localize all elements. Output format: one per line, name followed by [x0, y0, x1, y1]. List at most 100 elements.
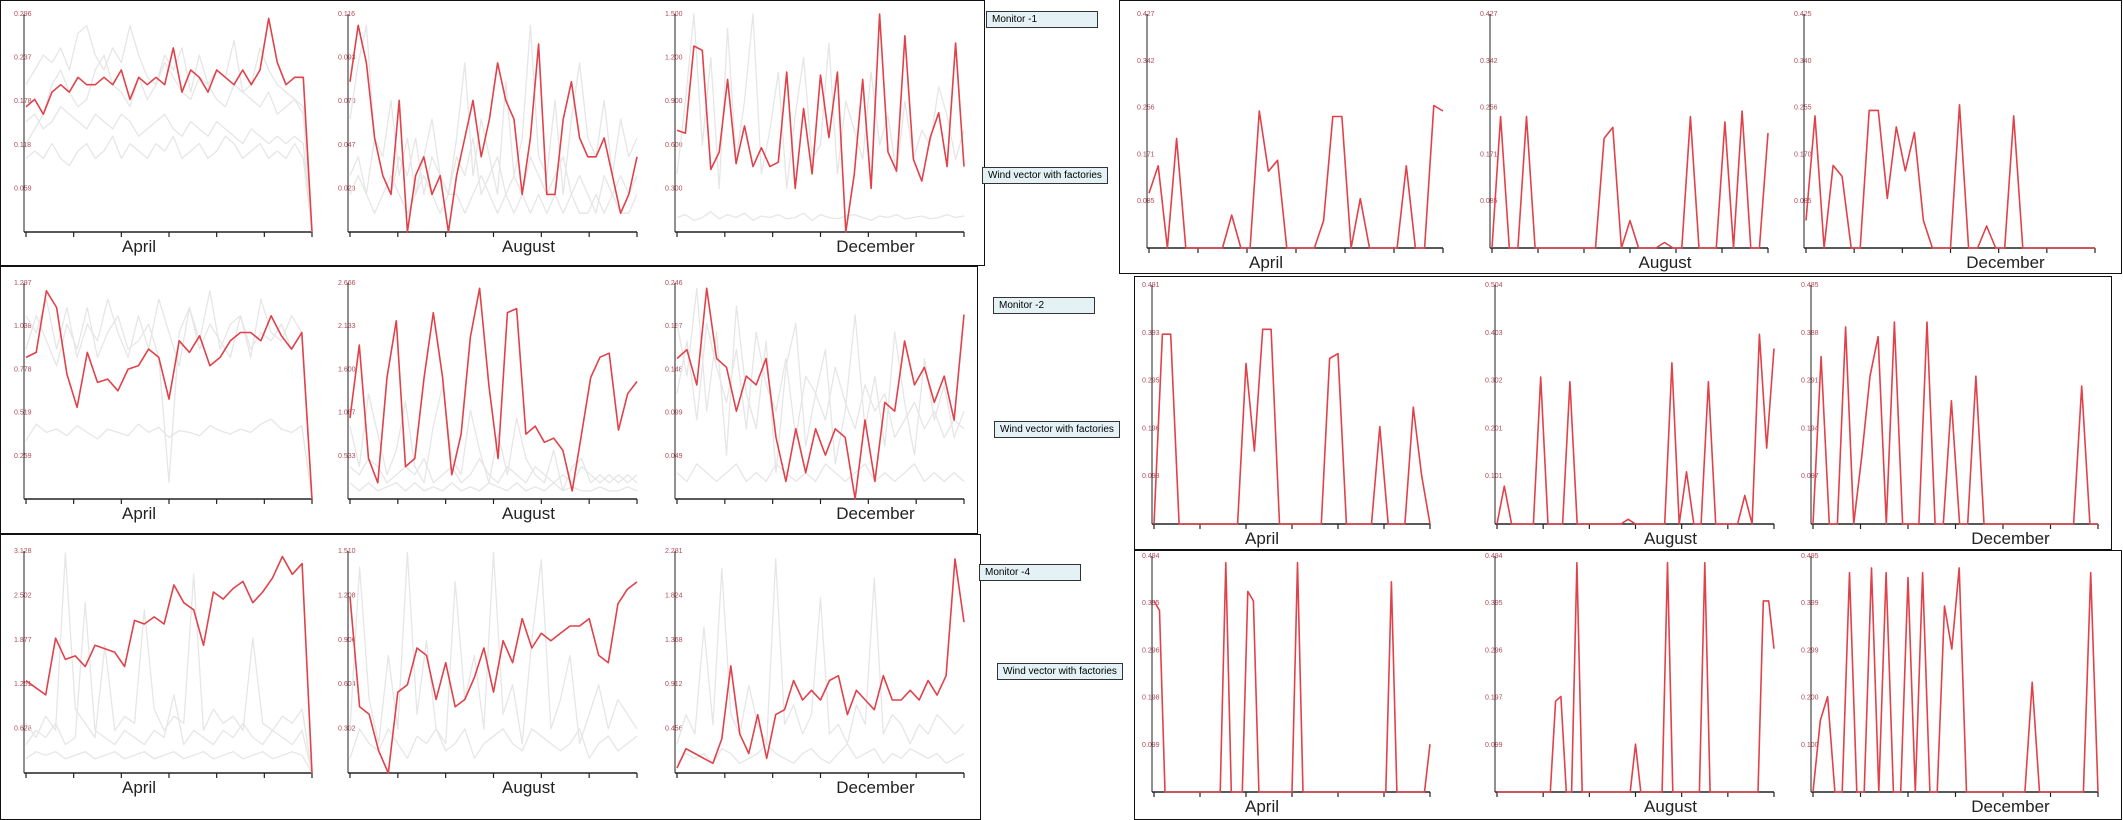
series-line-highlight [676, 13, 965, 233]
y-tick-label: 0.085 [1137, 198, 1155, 205]
y-tick-label: 0.255 [1794, 105, 1812, 112]
y-tick-label: 0.237 [14, 55, 32, 62]
y-tick-label: 0.485 [1801, 282, 1819, 289]
y-tick-label: 0.197 [665, 323, 683, 330]
frame-monitor-1-left [0, 0, 985, 266]
y-tick-label: 0.201 [1485, 425, 1503, 432]
series-line-background [349, 551, 638, 745]
x-axis-label: December [1966, 253, 2045, 272]
series-line-background [25, 306, 313, 500]
y-tick-label: 0.778 [14, 366, 32, 373]
y-tick-label: 0.393 [1142, 330, 1160, 337]
y-tick-label: 0.600 [665, 142, 683, 149]
y-tick-label: 0.342 [1137, 58, 1155, 65]
series-line-background [25, 418, 313, 500]
monitor-2-label: Monitor -2 [993, 297, 1095, 314]
y-tick-label: 0.085 [1794, 198, 1812, 205]
y-tick-label: 0.256 [1137, 105, 1155, 112]
y-tick-label: 0.296 [1485, 647, 1503, 654]
y-tick-label: 0.259 [14, 453, 32, 460]
y-tick-label: 2.502 [14, 592, 32, 599]
y-tick-label: 0.171 [1137, 151, 1155, 158]
y-tick-label: 0.197 [1485, 695, 1503, 702]
x-axis-label: December [1971, 797, 2050, 816]
y-tick-label: 0.456 [665, 726, 683, 733]
y-tick-label: 0.533 [338, 453, 356, 460]
y-tick-label: 0.425 [1794, 11, 1812, 18]
series-line-highlight [349, 24, 638, 233]
series-line-highlight [349, 287, 638, 492]
series-line-background [349, 457, 638, 484]
y-tick-label: 0.148 [665, 366, 683, 373]
series-line-background [349, 728, 638, 759]
y-tick-label: 1.200 [665, 55, 683, 62]
y-tick-label: 0.099 [665, 410, 683, 417]
series-line-background [676, 743, 965, 764]
series-line-background [25, 106, 313, 233]
y-tick-label: 0.906 [338, 637, 356, 644]
y-tick-label: 0.626 [14, 726, 32, 733]
y-tick-label: 0.170 [1794, 151, 1812, 158]
series-line-background [676, 13, 965, 190]
y-tick-label: 0.178 [14, 98, 32, 105]
x-axis-label: August [1639, 253, 1692, 272]
y-tick-label: 0.070 [338, 98, 356, 105]
series-line-background [676, 322, 965, 439]
series-line-background [349, 384, 638, 492]
series-line-highlight [1153, 561, 1431, 793]
series-line-background [676, 211, 965, 222]
wind-vector-label-2: Wind vector with factories [994, 421, 1120, 438]
series-line-highlight [1497, 561, 1775, 793]
series-line-highlight [676, 287, 965, 500]
y-tick-label: 1.067 [338, 410, 356, 417]
y-tick-label: 0.302 [338, 726, 356, 733]
series-line-background [25, 135, 313, 233]
y-tick-label: 1.510 [338, 548, 356, 555]
y-tick-label: 0.519 [14, 410, 32, 417]
series-line-highlight [676, 558, 965, 769]
y-tick-label: 1.877 [14, 637, 32, 644]
y-tick-label: 1.600 [338, 366, 356, 373]
y-tick-label: 0.099 [1142, 742, 1160, 749]
y-tick-label: 0.099 [1485, 742, 1503, 749]
frame-monitor-1-right [1119, 0, 2122, 274]
x-axis-label: April [122, 504, 156, 523]
x-axis-label: December [836, 237, 915, 256]
series-line-background [676, 287, 965, 474]
series-line-highlight [25, 289, 313, 500]
series-line-background [25, 602, 313, 774]
y-tick-label: 0.388 [1801, 330, 1819, 337]
y-tick-label: 1.251 [14, 681, 32, 688]
series-line-background [25, 54, 313, 233]
y-tick-label: 0.093 [338, 55, 356, 62]
series-line-background [349, 482, 638, 492]
y-tick-label: 0.300 [665, 185, 683, 192]
y-tick-label: 0.403 [1485, 330, 1503, 337]
series-line-highlight [1812, 321, 2098, 525]
y-tick-label: 0.296 [14, 11, 32, 18]
series-line-background [676, 558, 965, 745]
x-axis-label: April [122, 778, 156, 797]
y-tick-label: 1.368 [665, 637, 683, 644]
y-tick-label: 3.128 [14, 548, 32, 555]
y-tick-label: 0.194 [1801, 425, 1819, 432]
y-tick-label: 0.295 [1142, 378, 1160, 385]
y-tick-label: 1.500 [665, 11, 683, 18]
series-line-highlight [349, 581, 638, 774]
y-tick-label: 2.281 [665, 548, 683, 555]
y-tick-label: 0.198 [1142, 695, 1160, 702]
y-tick-label: 0.342 [1480, 58, 1498, 65]
series-line-highlight [1812, 567, 2099, 793]
y-tick-label: 0.246 [665, 280, 683, 287]
series-line-highlight [1491, 110, 1769, 249]
series-line-background [349, 137, 638, 214]
y-tick-label: 0.427 [1137, 11, 1155, 18]
x-axis-label: April [1245, 797, 1279, 816]
frame-monitor-2-left [0, 266, 978, 534]
series-line-background [25, 25, 313, 233]
series-line-highlight [1148, 104, 1444, 249]
wind-vector-label-3: Wind vector with factories [997, 663, 1123, 680]
series-line-background [25, 552, 313, 774]
